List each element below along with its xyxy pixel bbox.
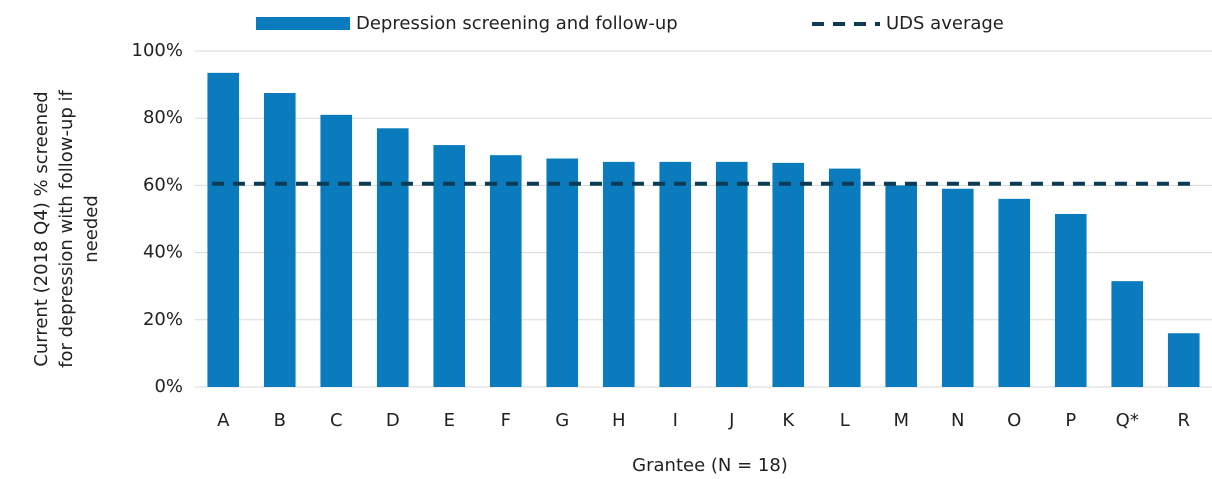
bar — [489, 155, 522, 387]
bar — [885, 185, 918, 387]
x-axis-title: Grantee (N = 18) — [632, 455, 788, 476]
x-tick-label: C — [330, 410, 343, 431]
x-tick-label: J — [728, 410, 734, 431]
legend-label: UDS average — [886, 13, 1004, 34]
legend-swatch — [256, 17, 350, 30]
bar — [1111, 281, 1144, 387]
bar — [998, 198, 1031, 387]
bar — [941, 188, 974, 387]
x-tick-label: P — [1065, 410, 1076, 431]
x-tick-label: K — [782, 410, 795, 431]
x-tick-label: O — [1007, 410, 1021, 431]
y-axis-title: Current (2018 Q4) % screened for depressi… — [31, 89, 102, 367]
y-tick-label: 0% — [154, 376, 183, 397]
x-tick-label: D — [386, 410, 400, 431]
bar — [715, 161, 748, 387]
x-tick-label: R — [1177, 410, 1190, 431]
x-tick-label: L — [840, 410, 850, 431]
bar — [263, 93, 296, 387]
bar — [772, 162, 805, 387]
y-axis-title-line: Current (2018 Q4) % screened — [31, 91, 52, 366]
bar — [433, 145, 466, 387]
y-tick-label: 80% — [143, 107, 183, 128]
bar — [376, 128, 409, 387]
x-tick-label: M — [893, 410, 909, 431]
y-tick-label: 100% — [132, 40, 183, 61]
bar — [659, 161, 692, 387]
x-tick-label: N — [951, 410, 964, 431]
x-tick-label: E — [444, 410, 455, 431]
x-tick-label: A — [217, 410, 230, 431]
bar — [602, 161, 635, 387]
bar — [1054, 213, 1087, 387]
x-tick-label: B — [274, 410, 286, 431]
y-axis-title-line: for depression with follow-up if — [56, 89, 77, 367]
y-tick-label: 40% — [143, 242, 183, 263]
bar — [546, 158, 579, 387]
x-tick-label: G — [555, 410, 569, 431]
bar — [320, 114, 353, 387]
legend-label: Depression screening and follow-up — [356, 13, 678, 34]
bar — [207, 72, 240, 387]
x-tick-label: I — [673, 410, 678, 431]
bar — [1167, 333, 1200, 387]
y-tick-label: 60% — [143, 174, 183, 195]
y-tick-label: 20% — [143, 309, 183, 330]
x-tick-label: Q* — [1116, 410, 1139, 431]
x-tick-label: H — [612, 410, 626, 431]
x-tick-label: F — [501, 410, 511, 431]
y-axis-title-line: needed — [81, 195, 102, 262]
bar — [828, 168, 861, 387]
